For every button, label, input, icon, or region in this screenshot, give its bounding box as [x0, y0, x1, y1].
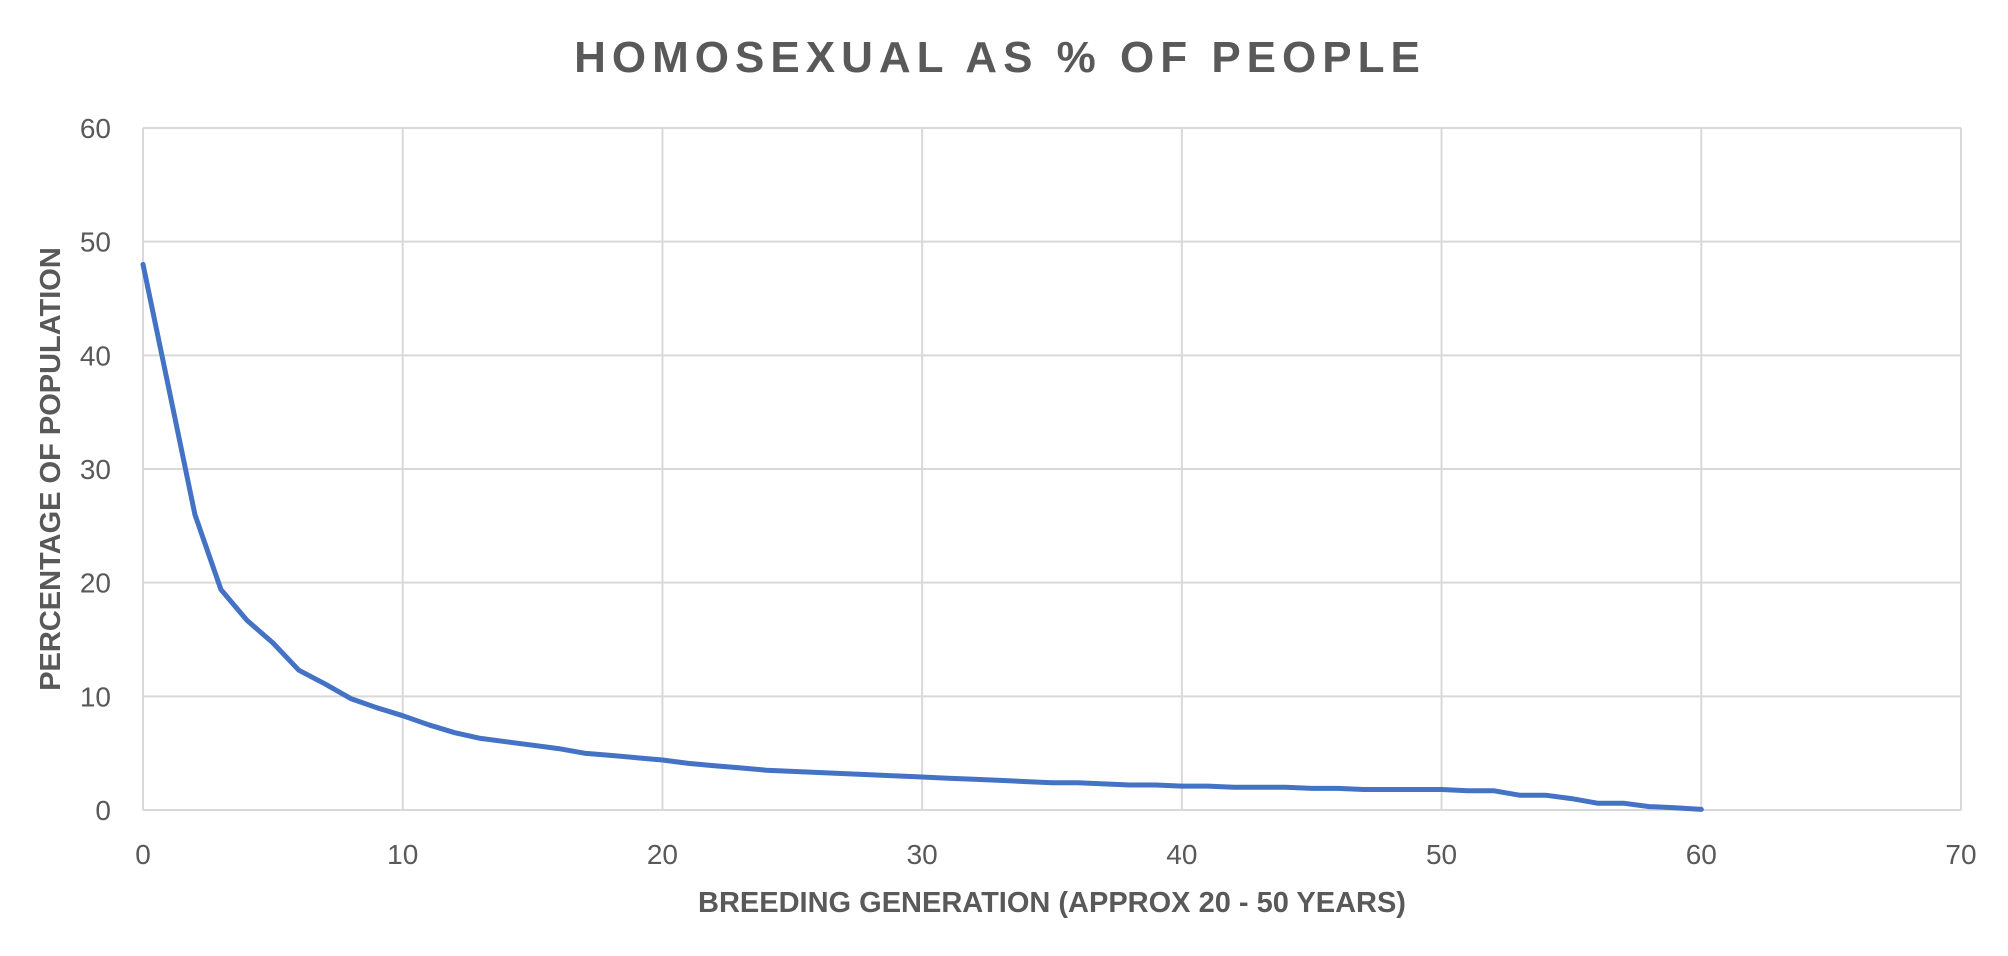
x-tick-label: 70: [1945, 839, 1976, 870]
x-tick-label: 20: [647, 839, 678, 870]
y-tick-label: 10: [80, 681, 111, 712]
chart-title: HOMOSEXUAL AS % OF PEOPLE: [574, 33, 1426, 82]
tick-labels: 0 10 20 30 40 50 60 0 10 20 30 40 50 60 70: [80, 113, 1977, 870]
x-tick-label: 30: [907, 839, 938, 870]
x-tick-label: 40: [1166, 839, 1197, 870]
y-tick-label: 30: [80, 454, 111, 485]
x-tick-label: 10: [387, 839, 418, 870]
x-tick-label: 0: [135, 839, 151, 870]
y-axis-title: PERCENTAGE OF POPULATION: [35, 247, 67, 691]
x-axis-title: BREEDING GENERATION (APPROX 20 - 50 YEAR…: [698, 887, 1406, 919]
y-tick-label: 40: [80, 340, 111, 371]
gridlines: [142, 127, 1962, 811]
y-tick-label: 0: [95, 795, 111, 826]
x-tick-label: 60: [1686, 839, 1717, 870]
y-tick-label: 20: [80, 568, 111, 599]
series: [140, 261, 1704, 812]
y-tick-label: 50: [80, 227, 111, 258]
x-tick-label: 50: [1426, 839, 1457, 870]
y-tick-label: 60: [80, 113, 111, 144]
